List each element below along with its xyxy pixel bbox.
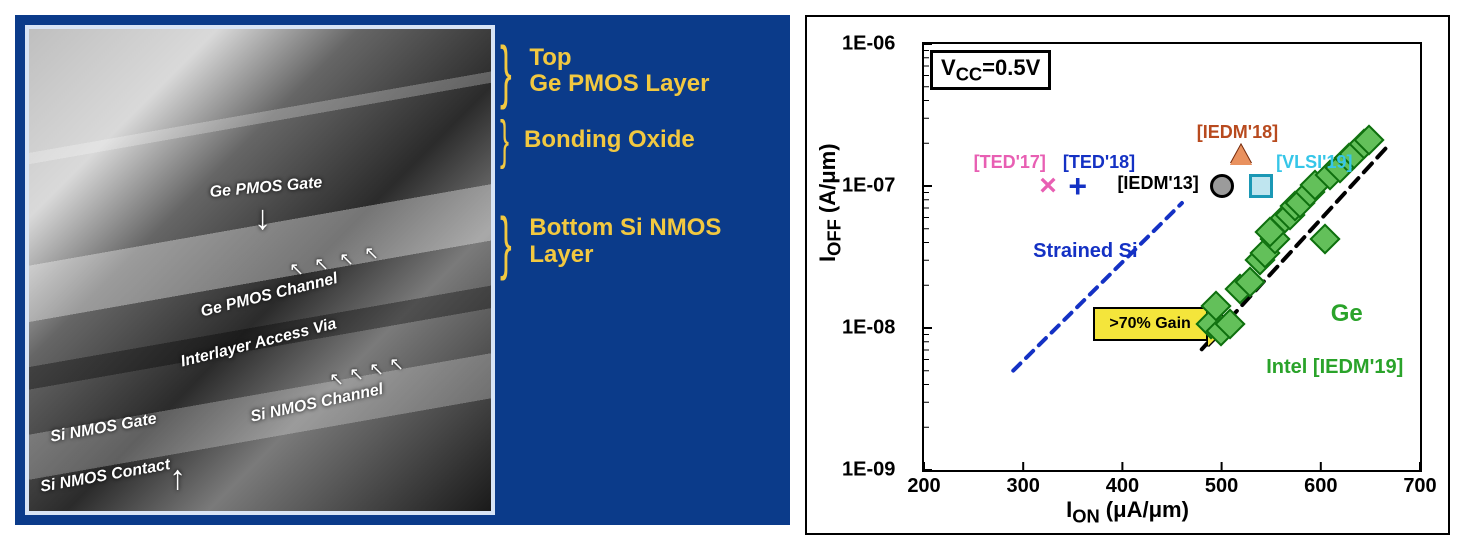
ref-label: [TED'17] xyxy=(974,152,1046,173)
arrow-icon: ↑ xyxy=(169,459,186,498)
layer-mid-text: Bonding Oxide xyxy=(524,127,695,153)
y-tick: 1E-08 xyxy=(842,317,895,340)
layer-top-line1: Top xyxy=(529,44,571,71)
layer-labels: } Top Ge PMOS Layer } Bonding Oxide } Bo… xyxy=(500,45,780,296)
bracket-icon: } xyxy=(500,126,509,156)
sem-callout-label: Si NMOS Contact xyxy=(39,456,172,497)
ge-data-point xyxy=(1216,306,1238,328)
arrow-icon: ↖ xyxy=(339,249,354,270)
sem-callout-label: Ge PMOS Channel xyxy=(199,270,340,321)
sem-callout-label: Si NMOS Channel xyxy=(249,381,385,427)
strained-si-label: Strained Si xyxy=(1033,240,1137,263)
ref-label: [TED'18] xyxy=(1063,152,1135,173)
ref-data-point xyxy=(1210,174,1234,198)
ref-label: [IEDM'13] xyxy=(1117,173,1198,194)
arrow-icon: ↖ xyxy=(289,259,304,280)
layer-bot-text: Bottom Si NMOS Layer xyxy=(529,215,780,268)
sem-callout-label: Ge PMOS Gate xyxy=(209,174,323,202)
plot-area: VCC=0.5V 2003004005006007001E-091E-081E-… xyxy=(922,42,1422,472)
y-tick: 1E-09 xyxy=(842,459,895,482)
arrow-icon: ↖ xyxy=(349,364,364,385)
layer-top-line2: Ge PMOS Layer xyxy=(529,70,709,97)
ge-data-point xyxy=(1250,282,1272,304)
arrow-icon: ↖ xyxy=(329,369,344,390)
ge-data-point xyxy=(1325,239,1347,261)
ref-label: [VLSI'19] xyxy=(1276,152,1352,173)
ref-data-point xyxy=(1230,145,1252,165)
arrow-icon: ↖ xyxy=(364,243,379,264)
bracket-icon: } xyxy=(500,223,512,262)
sem-callout-label: Si NMOS Gate xyxy=(49,410,158,446)
series-label: Ge xyxy=(1331,300,1363,328)
arrow-icon: ↓ xyxy=(254,199,271,238)
arrow-icon: ↖ xyxy=(389,354,404,375)
sem-callout-label: Interlayer Access Via xyxy=(179,315,338,371)
sem-photo: ↓ ↑ ↖ ↖ ↖ ↖ ↖ ↖ ↖ ↖ Ge PMOS GateGe PMOS … xyxy=(25,25,495,515)
y-tick: 1E-07 xyxy=(842,175,895,198)
ref-data-point xyxy=(1249,174,1273,198)
sem-figure-panel: ↓ ↑ ↖ ↖ ↖ ↖ ↖ ↖ ↖ ↖ Ge PMOS GateGe PMOS … xyxy=(15,15,790,525)
y-tick: 1E-06 xyxy=(842,33,895,56)
y-axis-label: IOFF (A/μm) xyxy=(815,143,845,262)
series-label: Intel [IEDM'19] xyxy=(1266,356,1403,379)
layer-top: } Top Ge PMOS Layer xyxy=(500,45,780,98)
bracket-icon: } xyxy=(500,52,512,91)
ge-data-point xyxy=(1369,140,1391,162)
layer-bot: } Bottom Si NMOS Layer xyxy=(500,215,780,268)
x-axis-label: ION (μA/μm) xyxy=(807,497,1448,527)
ref-label: [IEDM'18] xyxy=(1197,122,1278,143)
ioff-ion-chart: IOFF (A/μm) VCC=0.5V 2003004005006007001… xyxy=(805,15,1450,535)
arrow-icon: ↖ xyxy=(369,359,384,380)
layer-mid: } Bonding Oxide xyxy=(500,126,780,156)
